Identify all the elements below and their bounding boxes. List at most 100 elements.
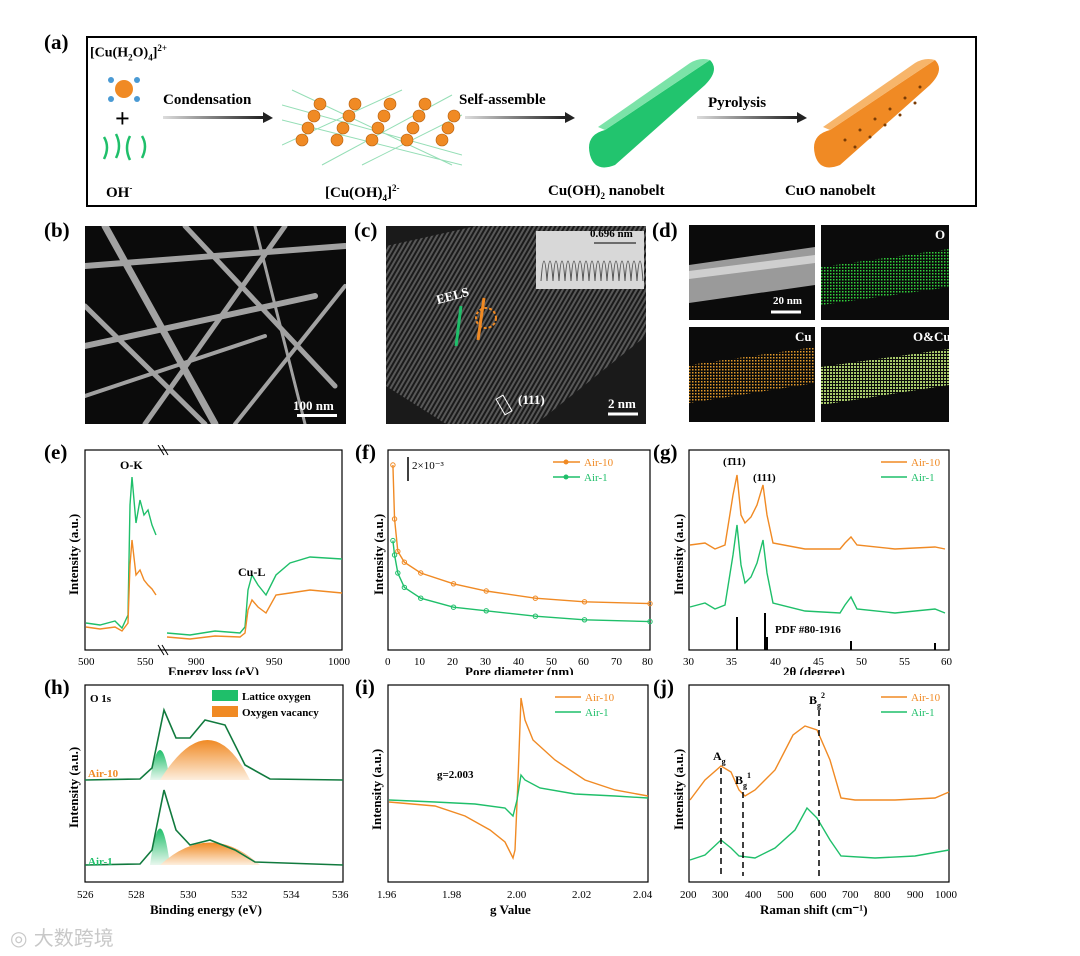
- xps-tick: 530: [180, 889, 197, 901]
- epr-ylabel: Intensity (a.u.): [369, 749, 384, 830]
- pore-tick: 20: [447, 656, 459, 668]
- epr-legend-air10: Air-10: [585, 692, 615, 704]
- raman-legend-air1: Air-1: [911, 707, 935, 719]
- xrd-tick: 30: [683, 656, 695, 668]
- pore-tick: 50: [546, 656, 558, 668]
- ocu-map: O&Cu: [821, 327, 949, 422]
- eels-peak-ok: O-K: [120, 458, 143, 472]
- raman-tick: 600: [810, 889, 827, 901]
- lattice-spacing: 0.696 nm: [590, 228, 633, 240]
- panel-a-label: (a): [44, 30, 69, 54]
- pore-chart: 2×10⁻³ Air-10 Air-1 0 10 20 30 40 50 60 …: [371, 449, 654, 675]
- ions-illustration: +: [102, 77, 147, 161]
- pore-point: [483, 608, 489, 614]
- xps-air10-line: [84, 707, 344, 781]
- sem-scale: 100 nm: [293, 398, 334, 413]
- pore-point: [418, 570, 424, 576]
- hrtem-scale: 2 nm: [608, 396, 636, 411]
- eels-xlabel: Energy loss (eV): [168, 664, 259, 675]
- raman-ag-label: Ag: [713, 749, 726, 766]
- pore-tick: 0: [385, 656, 391, 668]
- plane-label: (111): [518, 392, 545, 407]
- xps-tick: 532: [231, 889, 248, 901]
- arrow-icon: [163, 112, 273, 123]
- xps-label-air1: Air-1: [88, 856, 113, 868]
- epr-tick: 2.04: [633, 889, 653, 901]
- pore-air10-series: [390, 462, 653, 607]
- epr-chart: g=2.003 Air-10 Air-1 1.96 1.98 2.00 2.02…: [369, 684, 653, 917]
- panel-c-label: (c): [354, 218, 378, 242]
- pore-point: [483, 588, 489, 594]
- eels-tick: 900: [188, 656, 205, 668]
- pore-line: [392, 540, 651, 623]
- xrd-tick: 40: [770, 656, 782, 668]
- pore-legend-air1: Air-1: [584, 472, 608, 484]
- o-map: O: [821, 225, 949, 320]
- xrd-tick: 35: [726, 656, 738, 668]
- eels-tick: 950: [266, 656, 283, 668]
- xrd-reference-lines: [736, 613, 936, 650]
- raman-tick: 500: [777, 889, 794, 901]
- eels-ylabel: Intensity (a.u.): [66, 514, 81, 595]
- svg-text:+: +: [115, 104, 130, 133]
- raman-air1-line: [689, 806, 950, 861]
- step-condensation: Condensation: [163, 92, 252, 108]
- raman-tick: 200: [680, 889, 697, 901]
- xrd-air1-line: [689, 524, 946, 614]
- xrd-xlabel: 2θ (degree): [783, 664, 845, 675]
- arrow-icon: [465, 112, 575, 123]
- epr-air1-line: [388, 773, 649, 818]
- raman-tick: 900: [907, 889, 924, 901]
- eels-air1-line: [85, 476, 343, 636]
- pore-point: [581, 599, 588, 605]
- epr-tick: 1.96: [377, 889, 397, 901]
- pore-scale: 2×10⁻³: [412, 460, 445, 472]
- xrd-chart: PDF #80-1916 (1̄11) (111) Air-10 Air-1 3…: [671, 449, 953, 675]
- pore-air1-series: [390, 537, 653, 625]
- pore-ylabel: Intensity (a.u.): [371, 514, 386, 595]
- eds-scale: 20 nm: [773, 295, 803, 307]
- xrd-air10-line: [689, 474, 946, 550]
- step-self-assemble: Self-assemble: [459, 92, 546, 108]
- panel-h-label: (h): [44, 675, 70, 699]
- pore-point: [581, 617, 588, 623]
- pore-point: [647, 600, 653, 607]
- pore-point: [395, 570, 401, 576]
- xrd-tick: 55: [899, 656, 911, 668]
- pore-point: [391, 516, 398, 522]
- pore-point: [418, 595, 424, 601]
- eels-tick: 1000: [328, 656, 350, 668]
- pore-point: [450, 581, 457, 587]
- xrd-legend-air1: Air-1: [911, 472, 935, 484]
- xps-legend-vacancy: Oxygen vacancy: [242, 707, 319, 719]
- raman-tick: 400: [745, 889, 762, 901]
- panel-j-label: (j): [653, 675, 674, 699]
- product2-label: Cu(OH)2 nanobelt: [548, 183, 665, 201]
- arrow-icon: [697, 112, 807, 123]
- xps-tick: 526: [77, 889, 94, 901]
- panel-g-label: (g): [653, 440, 678, 464]
- xrd-tick: 45: [813, 656, 825, 668]
- xps-tick: 534: [283, 889, 300, 901]
- schematic-panel: [86, 36, 977, 207]
- xrd-peak2: (111): [753, 472, 776, 484]
- xrd-pdf: PDF #80-1916: [775, 624, 841, 636]
- watermark-logo: ◎ 大数跨境: [10, 926, 114, 950]
- xps-tick: 528: [128, 889, 145, 901]
- raman-xlabel: Raman shift (cm⁻¹): [760, 902, 868, 917]
- cuo-nanobelt: [814, 59, 939, 168]
- pore-line: [392, 464, 651, 605]
- precursor-label: [Cu(H2O)4]2+: [90, 43, 167, 63]
- raman-tick: 300: [712, 889, 729, 901]
- stem-image: 20 nm: [689, 225, 815, 320]
- panel-i-label: (i): [355, 675, 375, 699]
- step-pyrolysis: Pyrolysis: [708, 95, 767, 111]
- eels-chart: O-K Cu-L 500 550 900 950 1000 Energy los…: [66, 445, 350, 675]
- panel-d-label: (d): [652, 218, 678, 242]
- pore-legend-air10: Air-10: [584, 457, 614, 469]
- pore-point: [401, 584, 408, 591]
- eels-air10-line: [85, 539, 343, 640]
- xps-chart: O 1s Lattice oxygen Oxygen vacancy Air-1…: [66, 684, 349, 917]
- o-map-label: O: [935, 227, 946, 242]
- cu-map: Cu: [689, 327, 815, 422]
